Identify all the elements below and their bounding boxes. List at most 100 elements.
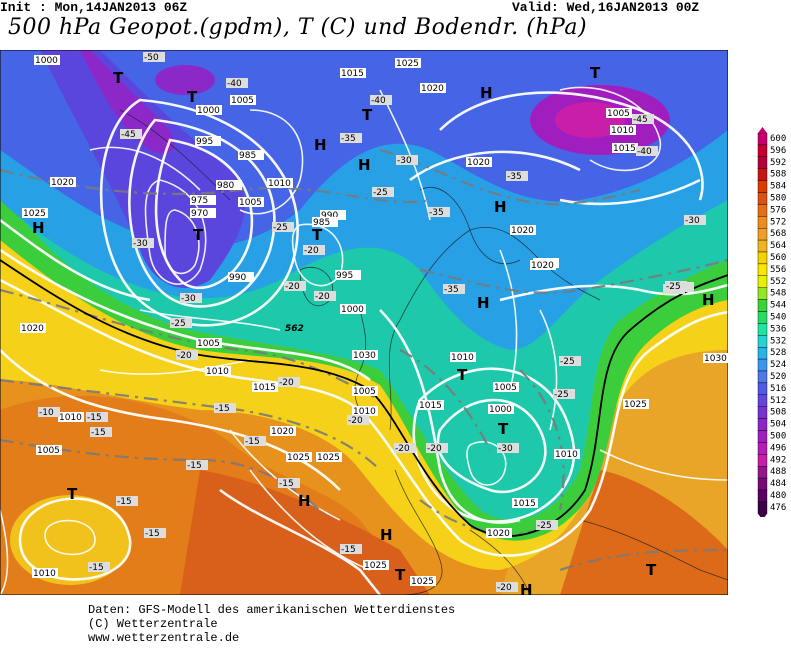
svg-text:-15: -15 [215, 404, 230, 414]
svg-text:1010: 1010 [59, 413, 82, 423]
legend-value: 560 [770, 253, 786, 263]
svg-text:1010: 1010 [33, 569, 56, 579]
legend-value: 572 [770, 217, 786, 227]
legend-value: 516 [770, 384, 786, 394]
chart-title: 500 hPa Geopot.(gpdm), T (C) und Bodendr… [8, 15, 588, 40]
svg-text:990: 990 [321, 211, 338, 221]
svg-text:-35: -35 [429, 208, 444, 218]
svg-text:1025: 1025 [317, 453, 340, 463]
legend-swatch [757, 346, 768, 360]
legend-swatch [757, 382, 768, 395]
svg-text:1015: 1015 [419, 401, 442, 411]
legend-swatch [757, 489, 768, 503]
svg-text:-20: -20 [315, 292, 330, 302]
svg-text:-30: -30 [181, 294, 196, 304]
low-marker: T [113, 69, 124, 87]
svg-text:-15: -15 [279, 479, 294, 489]
legend-swatch [757, 477, 768, 491]
svg-text:1010: 1010 [353, 407, 376, 417]
svg-text:-20: -20 [177, 351, 192, 361]
trough-core [40, 50, 245, 289]
svg-text:-10: -10 [39, 408, 54, 418]
svg-text:985: 985 [239, 151, 256, 161]
svg-text:-20: -20 [427, 444, 442, 454]
svg-text:-40: -40 [227, 79, 242, 89]
legend-value: 556 [770, 265, 786, 275]
svg-text:970: 970 [191, 209, 208, 219]
svg-text:-25: -25 [666, 282, 681, 292]
legend-value: 584 [770, 182, 786, 192]
svg-text:-40: -40 [371, 96, 386, 106]
svg-text:1000: 1000 [35, 56, 58, 66]
svg-text:-15: -15 [89, 563, 104, 573]
legend-value: 576 [770, 205, 786, 215]
high-marker: H [480, 84, 493, 102]
svg-text:1010: 1010 [206, 367, 229, 377]
legend-swatch [757, 311, 768, 324]
low-marker: T [646, 561, 657, 579]
high-marker: H [314, 136, 327, 154]
svg-text:-15: -15 [245, 437, 260, 447]
svg-text:1015: 1015 [613, 144, 636, 154]
high-marker: H [380, 526, 393, 544]
legend-swatch [757, 180, 768, 193]
legend-swatch [757, 454, 768, 467]
svg-text:-30: -30 [133, 239, 148, 249]
svg-text:995: 995 [196, 137, 213, 147]
legend-value: 480 [770, 491, 786, 501]
legend-value: 596 [770, 146, 786, 156]
svg-text:-40: -40 [637, 147, 652, 157]
legend-swatch [757, 370, 768, 384]
svg-text:-30: -30 [498, 444, 513, 454]
contour-562-label: 562 [285, 324, 304, 334]
svg-text:1010: 1010 [451, 353, 474, 363]
legend-value: 496 [770, 443, 786, 453]
svg-text:975: 975 [191, 196, 208, 206]
svg-text:1005: 1005 [239, 198, 262, 208]
svg-text:-20: -20 [279, 378, 294, 388]
map-labels: H H H H H H H H H H T T T T T T T T T T … [20, 52, 728, 595]
svg-text:-45: -45 [121, 130, 136, 140]
legend-value: 528 [770, 348, 786, 358]
legend-swatch [757, 227, 768, 241]
legend-value: 548 [770, 289, 786, 299]
svg-text:1020: 1020 [487, 529, 510, 539]
svg-text:-25: -25 [171, 319, 186, 329]
legend-swatch [757, 192, 768, 205]
legend-swatch [757, 168, 768, 181]
legend-swatch [757, 466, 768, 479]
legend-swatch [757, 299, 768, 312]
svg-text:-25: -25 [373, 188, 388, 198]
svg-text:1030: 1030 [704, 354, 727, 364]
svg-text:1015: 1015 [253, 383, 276, 393]
legend-swatch [757, 251, 768, 265]
svg-text:-25: -25 [537, 521, 552, 531]
svg-text:-20: -20 [285, 282, 300, 292]
svg-text:985: 985 [313, 218, 330, 228]
legend-value: 540 [770, 313, 786, 323]
low-marker: T [590, 64, 601, 82]
low-marker: T [187, 88, 198, 106]
svg-text:1005: 1005 [231, 96, 254, 106]
legend-value: 588 [770, 170, 786, 180]
svg-text:1010: 1010 [268, 179, 291, 189]
svg-text:-25: -25 [560, 357, 575, 367]
legend-swatch [757, 204, 768, 217]
svg-text:-25: -25 [273, 223, 288, 233]
high-marker: H [358, 156, 371, 174]
svg-text:1020: 1020 [51, 178, 74, 188]
svg-text:1000: 1000 [341, 305, 364, 315]
svg-text:-20: -20 [497, 583, 512, 593]
svg-text:-25: -25 [554, 390, 569, 400]
legend-value: 512 [770, 396, 786, 406]
high-marker: H [494, 198, 507, 216]
svg-text:1005: 1005 [37, 446, 60, 456]
legend-swatch [757, 132, 768, 146]
legend-value: 592 [770, 158, 786, 168]
temperature-label: -50 -40 -45 -45 -40 -35 -35 -40 -35 -30 … [38, 52, 706, 593]
legend-value: 508 [770, 408, 786, 418]
svg-text:1005: 1005 [353, 387, 376, 397]
svg-text:1010: 1010 [555, 450, 578, 460]
svg-text:-15: -15 [187, 461, 202, 471]
